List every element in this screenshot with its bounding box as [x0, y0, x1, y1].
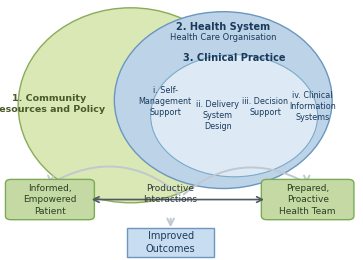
FancyBboxPatch shape	[5, 179, 94, 220]
Text: iii. Decision
Support: iii. Decision Support	[242, 96, 288, 117]
Ellipse shape	[151, 55, 318, 177]
FancyBboxPatch shape	[127, 228, 214, 257]
Text: Informed,
Empowered
Patient: Informed, Empowered Patient	[23, 184, 77, 216]
Ellipse shape	[114, 12, 332, 188]
Text: 2. Health System: 2. Health System	[176, 22, 270, 32]
FancyBboxPatch shape	[261, 179, 354, 220]
Text: iv. Clinical
Information
Systems: iv. Clinical Information Systems	[289, 91, 335, 122]
Text: Prepared,
Proactive
Health Team: Prepared, Proactive Health Team	[280, 184, 336, 216]
Text: Health Care Organisation: Health Care Organisation	[170, 33, 277, 42]
Text: i. Self-
Management
Support: i. Self- Management Support	[139, 86, 192, 117]
Ellipse shape	[18, 8, 243, 203]
Text: Improved
Outcomes: Improved Outcomes	[146, 231, 195, 254]
Text: 1. Community
Resources and Policy: 1. Community Resources and Policy	[0, 94, 106, 114]
Text: ii. Delivery
System
Design: ii. Delivery System Design	[196, 100, 239, 131]
Text: Productive
Interactions: Productive Interactions	[144, 184, 197, 204]
Text: 3. Clinical Practice: 3. Clinical Practice	[183, 53, 285, 63]
